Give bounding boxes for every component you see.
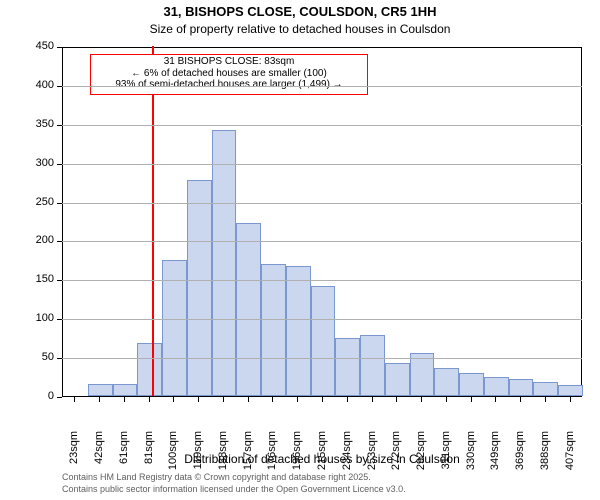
x-tick-label: 176sqm [266, 431, 278, 481]
y-gridline [62, 86, 582, 87]
x-tick-mark [471, 397, 472, 402]
chart-title-line1: 31, BISHOPS CLOSE, COULSDON, CR5 1HH [0, 4, 600, 19]
y-tick-label: 50 [24, 351, 54, 363]
x-tick-mark [198, 397, 199, 402]
histogram-bar [434, 368, 459, 396]
x-tick-label: 157sqm [242, 431, 254, 481]
y-gridline [62, 241, 582, 242]
histogram-bar [187, 180, 212, 396]
x-tick-label: 388sqm [539, 431, 551, 481]
y-tick-mark [57, 397, 62, 398]
x-tick-label: 234sqm [341, 431, 353, 481]
x-tick-mark [297, 397, 298, 402]
x-tick-label: 42sqm [93, 431, 105, 481]
chart-title-line2: Size of property relative to detached ho… [0, 22, 600, 36]
histogram-bar [385, 363, 410, 396]
histogram-plot-area [62, 47, 582, 397]
histogram-bar [335, 338, 360, 396]
annotation-box: 31 BISHOPS CLOSE: 83sqm ← 6% of detached… [90, 54, 368, 95]
x-tick-label: 349sqm [489, 431, 501, 481]
x-tick-mark [248, 397, 249, 402]
x-tick-mark [545, 397, 546, 402]
y-tick-label: 150 [24, 273, 54, 285]
y-tick-mark [57, 47, 62, 48]
histogram-bar [286, 266, 311, 396]
histogram-bar [484, 377, 509, 396]
x-tick-label: 81sqm [143, 431, 155, 481]
x-tick-mark [149, 397, 150, 402]
y-tick-label: 100 [24, 312, 54, 324]
x-tick-mark [347, 397, 348, 402]
x-tick-mark [322, 397, 323, 402]
x-tick-label: 311sqm [440, 431, 452, 481]
x-tick-mark [124, 397, 125, 402]
y-gridline [62, 319, 582, 320]
x-tick-mark [396, 397, 397, 402]
histogram-bar [137, 343, 162, 396]
y-gridline [62, 164, 582, 165]
y-tick-label: 350 [24, 118, 54, 130]
x-tick-mark [446, 397, 447, 402]
annotation-line-3: 93% of semi-detached houses are larger (… [93, 79, 365, 91]
x-tick-label: 23sqm [68, 431, 80, 481]
x-tick-mark [570, 397, 571, 402]
x-tick-mark [272, 397, 273, 402]
x-tick-label: 138sqm [217, 431, 229, 481]
histogram-bar [360, 335, 385, 396]
histogram-bar [113, 384, 138, 396]
y-gridline [62, 203, 582, 204]
x-tick-mark [74, 397, 75, 402]
x-tick-label: 292sqm [415, 431, 427, 481]
x-tick-label: 196sqm [291, 431, 303, 481]
x-tick-mark [421, 397, 422, 402]
y-tick-mark [57, 164, 62, 165]
y-gridline [62, 125, 582, 126]
histogram-bar [558, 385, 583, 396]
x-tick-label: 100sqm [167, 431, 179, 481]
x-tick-label: 215sqm [316, 431, 328, 481]
y-tick-mark [57, 203, 62, 204]
y-tick-label: 250 [24, 196, 54, 208]
histogram-bar [533, 382, 558, 396]
histogram-bar [261, 264, 286, 396]
x-tick-label: 407sqm [564, 431, 576, 481]
x-tick-mark [223, 397, 224, 402]
x-tick-label: 253sqm [366, 431, 378, 481]
histogram-bar [311, 286, 336, 396]
x-tick-label: 369sqm [514, 431, 526, 481]
y-tick-label: 0 [24, 390, 54, 402]
annotation-line-2: ← 6% of detached houses are smaller (100… [93, 68, 365, 80]
y-tick-label: 200 [24, 234, 54, 246]
y-gridline [62, 358, 582, 359]
y-tick-mark [57, 125, 62, 126]
property-marker-line [152, 46, 154, 396]
annotation-line-1: 31 BISHOPS CLOSE: 83sqm [93, 56, 365, 68]
x-tick-label: 272sqm [390, 431, 402, 481]
x-tick-label: 119sqm [192, 431, 204, 481]
histogram-bar [509, 379, 534, 396]
histogram-bar [410, 353, 435, 396]
footer-line-2: Contains public sector information licen… [62, 484, 406, 494]
y-gridline [62, 280, 582, 281]
y-tick-mark [57, 86, 62, 87]
x-tick-label: 330sqm [465, 431, 477, 481]
histogram-bar [236, 223, 261, 396]
y-tick-mark [57, 358, 62, 359]
x-tick-mark [99, 397, 100, 402]
y-tick-label: 400 [24, 79, 54, 91]
histogram-bar [88, 384, 113, 396]
y-tick-mark [57, 280, 62, 281]
x-tick-label: 61sqm [118, 431, 130, 481]
x-tick-mark [372, 397, 373, 402]
x-tick-mark [520, 397, 521, 402]
y-tick-label: 450 [24, 40, 54, 52]
histogram-bar [212, 130, 237, 396]
y-tick-label: 300 [24, 157, 54, 169]
y-tick-mark [57, 241, 62, 242]
x-tick-mark [495, 397, 496, 402]
x-tick-mark [173, 397, 174, 402]
y-tick-mark [57, 319, 62, 320]
histogram-bar [459, 373, 484, 396]
